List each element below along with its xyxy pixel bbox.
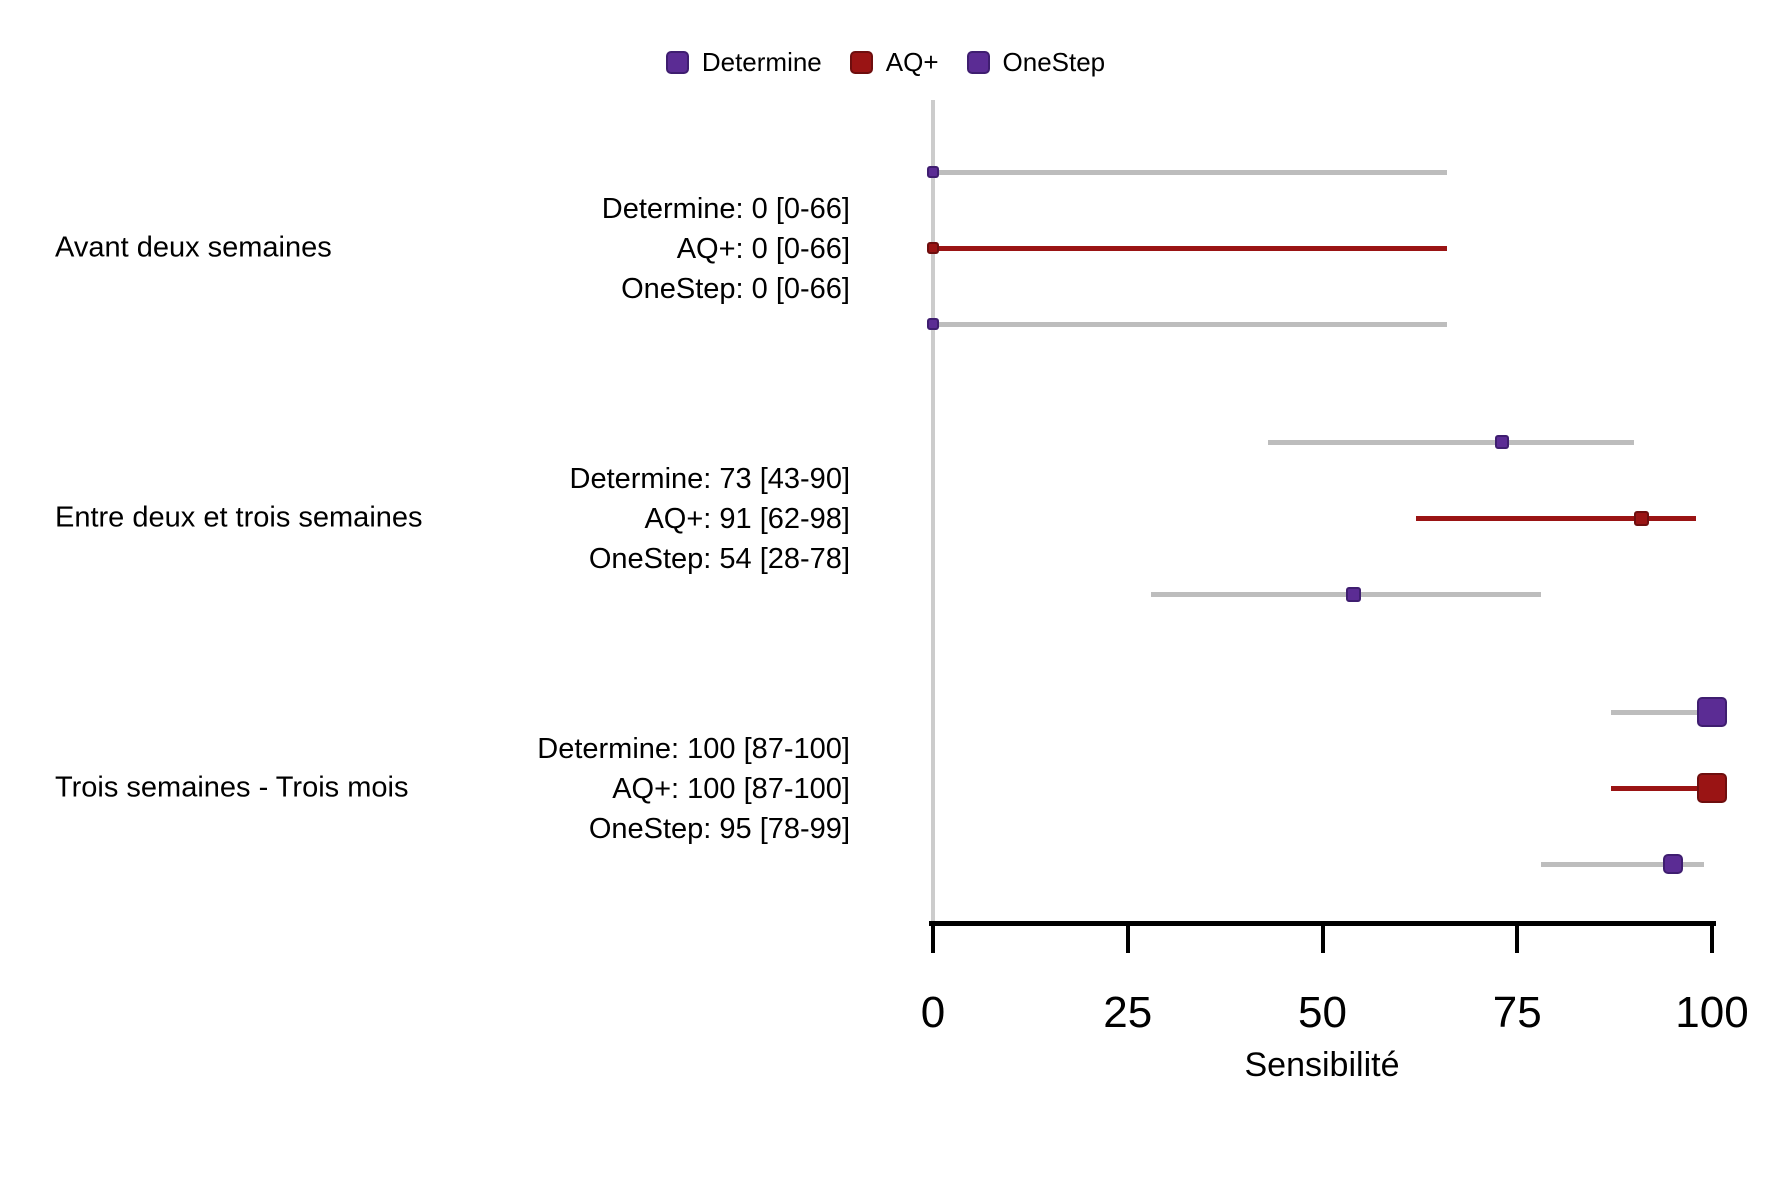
x-tick-label: 100: [1675, 988, 1749, 1037]
marker: [1697, 697, 1727, 727]
x-tick: [931, 923, 935, 953]
legend-item-onestep: OneStep: [966, 46, 1106, 78]
annotation-line: Determine: 0 [0-66]: [601, 193, 850, 225]
marker: [927, 166, 939, 178]
group-label: Entre deux et trois semaines: [55, 501, 423, 534]
ci-line: [933, 170, 1448, 175]
x-tick: [1320, 923, 1325, 953]
x-tick-label: 50: [1298, 988, 1347, 1037]
ci-line: [1610, 786, 1712, 791]
ci-line: [1415, 516, 1697, 521]
marker: [1494, 435, 1509, 449]
legend: Determine AQ+ OneStep: [0, 46, 1771, 78]
legend-item-aq: AQ+: [849, 46, 939, 78]
annotation-line: OneStep: 54 [28-78]: [588, 543, 850, 575]
annotation-line: AQ+: 91 [62-98]: [644, 503, 850, 535]
marker: [1663, 854, 1684, 874]
legend-item-determine: Determine: [665, 46, 822, 78]
annotation-line: OneStep: 0 [0-66]: [621, 273, 850, 305]
annotation-block: Determine: 0 [0-66] AQ+: 0 [0-66] OneStep:…: [602, 189, 850, 309]
legend-label: OneStep: [1002, 46, 1106, 77]
marker: [1697, 773, 1727, 803]
annotation-block: Determine: 73 [43-90] AQ+: 91 [62-98] OneS…: [570, 459, 850, 579]
annotation-line: Determine: 73 [43-90]: [569, 463, 850, 495]
ci-line: [1540, 862, 1705, 867]
x-tick: [1125, 923, 1130, 953]
marker: [927, 318, 939, 330]
x-tick-label: 0: [920, 988, 946, 1037]
legend-swatch-icon: [849, 50, 873, 74]
group-label: Avant deux semaines: [55, 231, 332, 264]
marker: [1634, 510, 1650, 526]
x-tick: [1515, 923, 1520, 953]
annotation-line: AQ+: 0 [0-66]: [676, 233, 850, 265]
x-tick-label: 75: [1492, 988, 1542, 1037]
y-axis-line: [931, 100, 935, 923]
legend-swatch-icon: [665, 50, 689, 74]
marker: [1346, 586, 1362, 602]
ci-line: [933, 322, 1448, 327]
ci-line: [933, 246, 1448, 251]
annotation-block: Determine: 100 [87-100] AQ+: 100 [87-100]…: [537, 729, 850, 849]
legend-swatch-icon: [966, 50, 990, 74]
marker: [927, 242, 939, 254]
group-label: Trois semaines - Trois mois: [55, 771, 409, 804]
legend-label: AQ+: [885, 46, 939, 77]
ci-line: [1267, 440, 1635, 445]
ci-line: [1610, 710, 1712, 715]
x-tick: [1710, 923, 1714, 953]
ci-line: [1151, 592, 1541, 597]
x-tick-label: 25: [1103, 988, 1153, 1037]
annotation-line: Determine: 100 [87-100]: [537, 733, 850, 765]
annotation-line: OneStep: 95 [78-99]: [588, 813, 850, 845]
legend-label: Determine: [701, 46, 822, 77]
x-axis-title: Sensibilité: [1244, 1046, 1400, 1084]
annotation-line: AQ+: 100 [87-100]: [612, 773, 850, 805]
